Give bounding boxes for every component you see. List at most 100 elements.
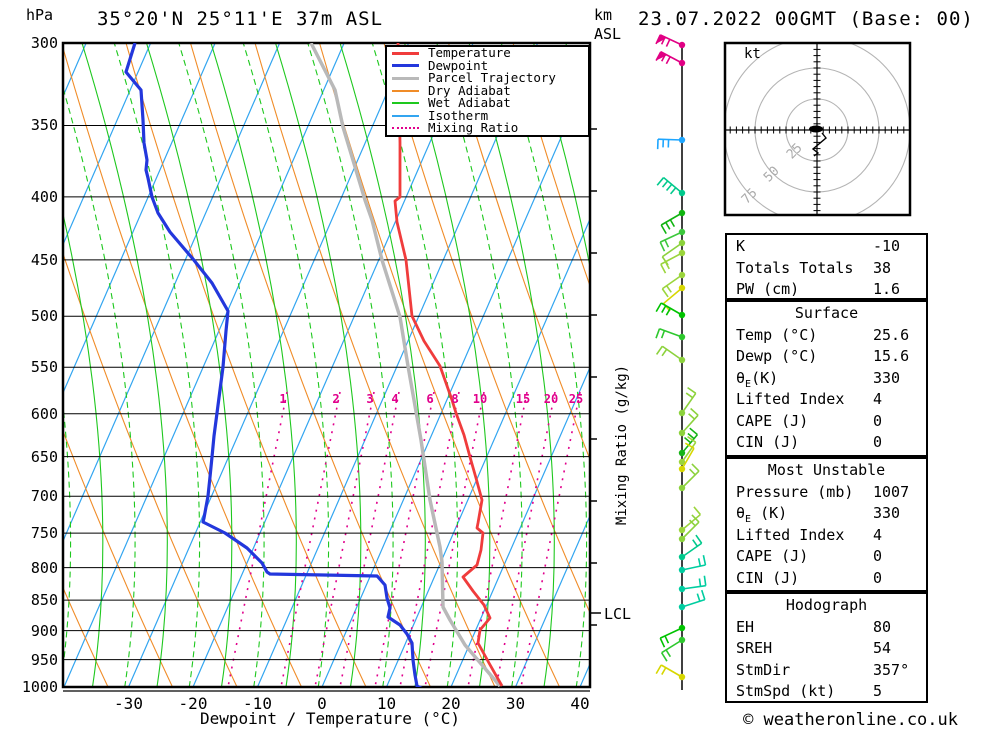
indices-table-row: EH 80 [727, 618, 926, 640]
index-label: CAPE (J) [736, 547, 809, 565]
indices-table-row: StmDir 357° [727, 661, 926, 683]
wind-barb [660, 209, 686, 235]
legend-item-label: Isotherm [428, 107, 489, 123]
wet-adiabat-line [436, 43, 523, 687]
wet-adiabat-line [307, 43, 394, 687]
hodograph-plot [725, 43, 910, 215]
pressure-tick-label: 650 [30, 447, 58, 466]
x-tick-label: -10 [243, 694, 272, 713]
indices-table-header: Hodograph [785, 596, 868, 614]
isotherm-line [192, 43, 474, 687]
legend-item: Temperature [387, 47, 588, 60]
mixing-ratio-value-label: 6 [426, 392, 434, 406]
legend-item: Wet Adiabat [387, 97, 588, 110]
legend-line-sample-icon [392, 89, 419, 92]
legend-item-label: Dry Adiabat [428, 82, 511, 98]
index-value: 4 [873, 525, 883, 544]
indices-table-header: Most Unstable [767, 461, 886, 479]
pressure-tick-label: 1000 [21, 678, 58, 696]
index-label: Pressure (mb) [736, 482, 854, 501]
isotherm-line [450, 365, 590, 687]
index-value: 0 [873, 411, 883, 430]
legend-line-sample-icon [392, 102, 419, 105]
x-axis-label: Dewpoint / Temperature (°C) [199, 709, 461, 728]
wind-barb [678, 442, 695, 473]
isotherm-line [127, 43, 410, 687]
x-tick-label: 40 [570, 694, 590, 713]
wind-barb [655, 51, 686, 67]
wind-barb [678, 386, 697, 417]
wind-barb [655, 302, 686, 319]
legend-item-label: Dewpoint [428, 57, 489, 73]
parcel-trajectory-curve [309, 43, 502, 687]
wind-barb [678, 589, 706, 611]
wind-barb [678, 575, 707, 593]
wind-barb [678, 407, 699, 437]
indices-table-row: Dewp (°C) 15.6 [727, 347, 926, 369]
mixing-ratio-value-label: 3 [366, 392, 374, 406]
wind-barb [678, 427, 699, 457]
index-value: 25.6 [873, 325, 910, 344]
plot-border [61, 41, 592, 689]
legend-item-label: Temperature [428, 45, 511, 61]
indices-table-row: θE (K) 330 [727, 504, 926, 526]
wind-barb [659, 624, 686, 648]
indices-table-row: Lifted Index 4 [727, 526, 926, 548]
index-label: CIN (J) [736, 433, 800, 451]
indices-table-row: CIN (J) 0 [727, 433, 926, 455]
index-value: 1.6 [873, 280, 901, 298]
wind-barb [678, 514, 700, 543]
mixing-ratio-value-label: 15 [515, 392, 531, 406]
indices-table-row: StmSpd (kt) 5 [727, 682, 926, 704]
pressure-tick-label: 550 [30, 358, 58, 377]
isotherm-line [321, 69, 590, 687]
pressure-tick-label: 800 [30, 558, 58, 577]
mixing-ratio-line [495, 391, 556, 687]
mixing-ratio-value-label: 10 [472, 392, 488, 406]
index-value: 1007 [873, 482, 910, 501]
indices-table-row: θE(K) 330 [727, 369, 926, 391]
wet-adiabat-line [500, 43, 588, 687]
index-label: SREH [736, 639, 773, 657]
wind-barb [678, 463, 700, 492]
temperature-curve [393, 43, 504, 687]
legend-line-sample-icon [392, 51, 419, 55]
legend-item: Dewpoint [387, 57, 588, 73]
isotherm-line [63, 43, 345, 687]
index-label: Lifted Index [736, 525, 845, 544]
pressure-tick-label: 950 [30, 650, 58, 669]
index-label: Lifted Index [736, 390, 845, 408]
index-value: 38 [873, 258, 892, 277]
wind-barb [660, 249, 686, 274]
legend-item: Isotherm [387, 107, 588, 123]
index-label: PW (cm) [736, 280, 800, 298]
indices-table: Hodograph EH 80 SREH 54 StmDir 357° StmSpd (kt)… [725, 592, 928, 703]
wet-adiabat-line [63, 211, 104, 687]
index-label: Dewp (°C) [736, 347, 818, 365]
mixing-ratio-value-label: 2 [332, 392, 340, 406]
legend-item: Parcel Trajectory [387, 72, 588, 85]
wet-adiabat-line [145, 43, 233, 687]
pressure-tick-label: 350 [30, 116, 58, 135]
indices-table-row: Totals Totals 38 [727, 259, 926, 281]
index-label: StmSpd (kt) [736, 682, 836, 700]
mixing-ratio-value-label: 1 [279, 392, 287, 406]
wet-adiabat-line [113, 43, 201, 687]
legend-item-label: Wet Adiabat [428, 95, 511, 111]
altitude-axis-unit-asl: ASL [594, 25, 622, 43]
wet-adiabat-line [274, 43, 362, 687]
x-tick-label: 30 [505, 694, 526, 713]
index-value: 54 [873, 639, 892, 657]
dry-adiabat-line [254, 43, 496, 687]
station-title: 35°20'N 25°11'E 37m ASL [96, 8, 384, 30]
indices-table-row: PW (cm) 1.6 [727, 280, 926, 302]
wet-adiabat-line [178, 43, 265, 687]
indices-table: Surface Temp (°C) 25.6 Dewp (°C) 15.6 θE(K) 33… [725, 300, 928, 457]
wet-adiabat-line [339, 43, 426, 687]
index-value: 0 [873, 568, 883, 587]
indices-table-row: CAPE (J) 0 [727, 412, 926, 434]
indices-table-header: Surface [794, 304, 859, 322]
wind-barb [659, 228, 686, 252]
dry-adiabat-line [63, 46, 302, 687]
